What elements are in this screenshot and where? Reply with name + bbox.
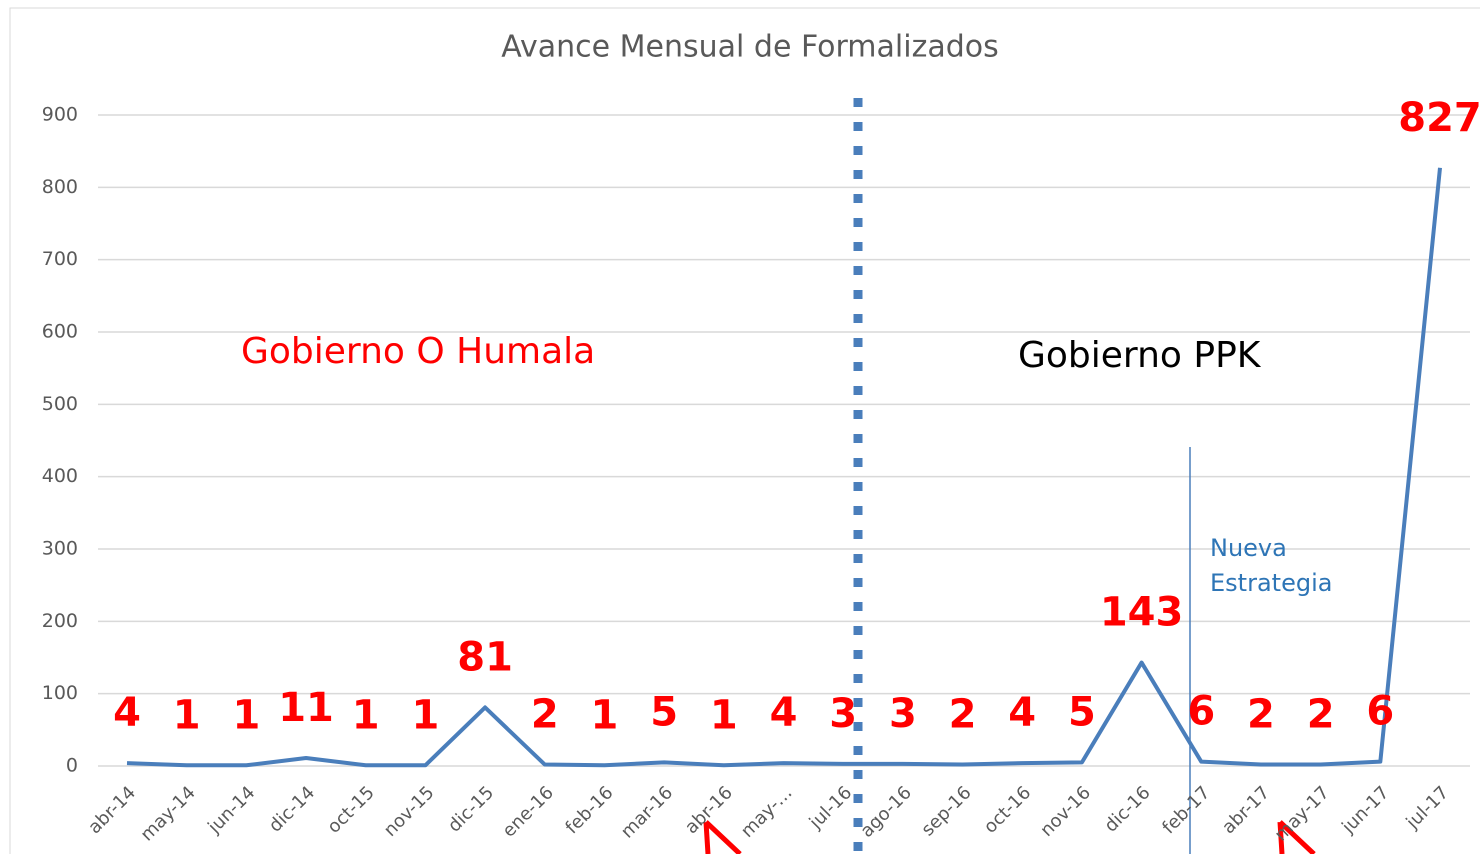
y-tick-label: 400 [42,465,78,487]
data-label: 143 [1100,590,1184,636]
data-label: 5 [650,689,678,735]
y-tick-label: 500 [42,393,78,415]
data-label: 1 [710,692,738,738]
annotation: Gobierno PPK [1018,335,1262,376]
data-label: 3 [889,691,917,737]
y-tick-label: 900 [42,104,78,126]
annotation: Estrategia [1210,569,1332,597]
annotation: Gobierno O Humala [241,331,595,372]
data-label: 1 [352,692,380,738]
chart-frame [9,7,1480,854]
chart-title: Avance Mensual de Formalizados [501,30,998,65]
data-label: 11 [278,685,334,731]
y-tick-label: 0 [66,755,78,777]
y-tick-label: 300 [42,538,78,560]
data-label: 827 [1398,95,1480,141]
arrow [1277,820,1316,854]
data-label: 2 [531,692,559,738]
data-label: 1 [173,692,201,738]
arrow [703,820,742,854]
data-label: 6 [1366,689,1394,735]
data-label: 1 [411,692,439,738]
y-tick-label: 200 [42,610,78,632]
data-label: 81 [457,634,513,680]
data-label: 1 [232,692,260,738]
data-label: 3 [829,691,857,737]
data-label: 4 [113,690,141,736]
data-label: 2 [1307,692,1335,738]
data-label: 2 [1247,692,1275,738]
y-tick-label: 700 [42,248,78,270]
y-tick-label: 800 [42,176,78,198]
annotation: Nueva [1210,534,1287,562]
data-label: 6 [1187,689,1215,735]
grid [98,114,1470,767]
data-label: 1 [591,692,619,738]
data-label: 4 [1008,690,1036,736]
data-label: 5 [1068,689,1096,735]
data-label: 2 [949,692,977,738]
line [126,167,1442,768]
data-label: 4 [770,690,798,736]
y-tick-label: 100 [42,682,78,704]
y-tick-label: 600 [42,321,78,343]
